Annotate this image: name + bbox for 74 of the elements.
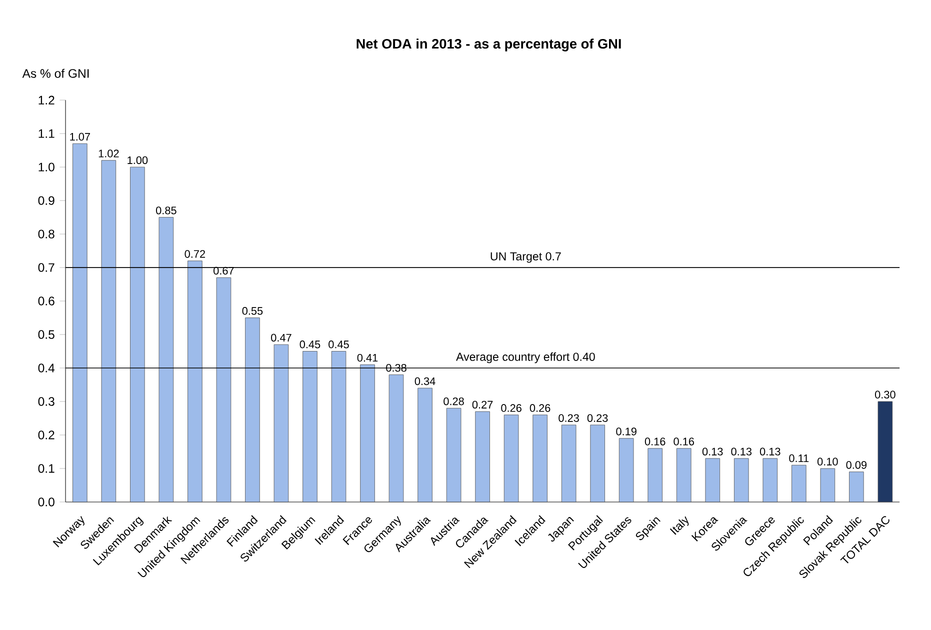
bar [418, 388, 432, 502]
data-label: 0.45 [328, 340, 349, 348]
bar [705, 458, 720, 502]
data-label: 0.23 [558, 414, 579, 422]
data-label: 0.26 [530, 404, 550, 412]
bar [188, 260, 202, 502]
y-tick-label: 0.7 [38, 263, 54, 272]
data-label: 1.07 [70, 132, 90, 141]
chart-title: Net ODA in 2013 - as a percentage of GNI [356, 38, 621, 52]
bar [216, 277, 232, 502]
data-label: 0.47 [271, 334, 292, 342]
data-label: 0.13 [760, 448, 780, 456]
bar [618, 438, 634, 502]
bar [792, 464, 806, 502]
bar [388, 374, 404, 502]
bar [849, 472, 864, 502]
bar [72, 143, 88, 502]
y-tick-label: 0.4 [38, 364, 55, 372]
bar [648, 448, 662, 502]
data-label: 0.30 [875, 390, 896, 398]
data-label: 0.09 [846, 461, 867, 469]
bar [762, 458, 778, 502]
data-label: 0.85 [156, 206, 176, 214]
y-tick-label: 1.0 [38, 162, 54, 172]
bar [532, 414, 548, 502]
data-label: 0.16 [644, 438, 666, 446]
data-label: 0.55 [242, 307, 263, 315]
y-tick-label: 0.9 [38, 196, 54, 205]
data-label: 0.41 [357, 354, 378, 362]
bar [245, 318, 260, 502]
bar [101, 160, 116, 502]
bar [331, 351, 346, 502]
data-label: 0.26 [501, 404, 522, 412]
y-tick-label: 0.0 [38, 498, 54, 506]
bar [590, 424, 605, 502]
data-label: 0.27 [472, 400, 493, 409]
data-label: 0.23 [587, 414, 608, 422]
data-label: 0.34 [414, 377, 436, 386]
y-tick-label: 1.1 [38, 129, 54, 138]
bar [734, 458, 749, 502]
ref-line-label: Average country effort 0.40 [456, 352, 595, 364]
data-label: 0.19 [616, 428, 636, 436]
y-tick-label: 0.2 [38, 430, 54, 440]
y-axis-title: As % of GNI [22, 68, 89, 78]
y-tick-label: 0.3 [38, 397, 54, 406]
data-label: 0.28 [444, 397, 464, 406]
x-tick-label: Italy [670, 516, 689, 535]
data-label: 0.10 [817, 458, 838, 466]
data-label: 0.11 [789, 454, 809, 462]
bar [561, 424, 576, 502]
data-label: 0.45 [300, 340, 320, 348]
y-tick-label: 0.8 [38, 230, 54, 238]
bar [446, 408, 462, 502]
bar [158, 217, 174, 502]
y-tick-label: 1.2 [38, 96, 54, 104]
bar [676, 448, 692, 502]
bar [360, 364, 375, 502]
bar [820, 468, 836, 502]
data-label: 1.02 [98, 150, 119, 158]
y-tick-label: 0.5 [38, 330, 54, 339]
data-label: 1.00 [128, 156, 148, 164]
ref-line-label: UN Target 0.7 [490, 252, 561, 263]
bar [130, 166, 145, 502]
y-tick-label: 0.6 [38, 296, 54, 306]
bar [274, 344, 289, 502]
bar [878, 401, 893, 502]
data-label: 0.13 [702, 448, 723, 456]
bar [504, 414, 519, 502]
data-label: 0.16 [674, 438, 694, 446]
bar [475, 411, 490, 502]
data-label: 0.72 [184, 250, 206, 258]
bar [302, 351, 318, 502]
y-tick-label: 0.1 [38, 464, 54, 473]
data-label: 0.13 [731, 448, 752, 456]
